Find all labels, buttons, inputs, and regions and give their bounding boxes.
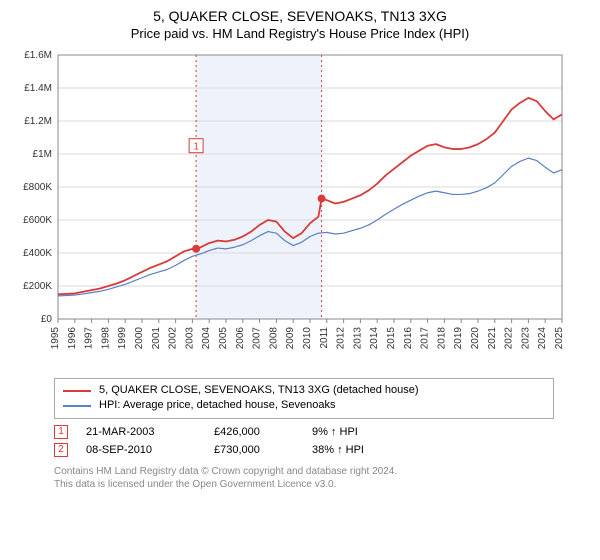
svg-text:2000: 2000	[134, 327, 145, 350]
chart-title-address: 5, QUAKER CLOSE, SEVENOAKS, TN13 3XG	[12, 8, 588, 24]
svg-text:1998: 1998	[100, 327, 111, 350]
svg-text:1997: 1997	[84, 327, 95, 350]
svg-text:2016: 2016	[403, 327, 414, 350]
svg-text:2021: 2021	[487, 327, 498, 350]
svg-text:2015: 2015	[386, 327, 397, 350]
sale-marker-number: 2	[54, 443, 68, 457]
svg-text:£1.2M: £1.2M	[24, 116, 52, 127]
sale-price: £426,000	[214, 426, 294, 438]
footer-attribution: Contains HM Land Registry data © Crown c…	[54, 465, 588, 491]
svg-text:2007: 2007	[252, 327, 263, 350]
svg-text:2023: 2023	[520, 327, 531, 350]
chart-header: 5, QUAKER CLOSE, SEVENOAKS, TN13 3XG Pri…	[12, 8, 588, 41]
svg-text:2025: 2025	[554, 327, 565, 350]
svg-text:2004: 2004	[201, 327, 212, 350]
legend-label: HPI: Average price, detached house, Seve…	[99, 398, 335, 413]
legend-swatch	[63, 405, 91, 407]
chart-title-subtitle: Price paid vs. HM Land Registry's House …	[12, 26, 588, 41]
sale-price: £730,000	[214, 444, 294, 456]
price-chart: £0 £200K £400K £600K £800K £1M £1.2M £1.4M £1.6M…	[12, 47, 588, 372]
sale-marker-number: 1	[54, 425, 68, 439]
svg-text:£800K: £800K	[23, 182, 52, 193]
svg-text:2024: 2024	[537, 327, 548, 350]
svg-text:2020: 2020	[470, 327, 481, 350]
svg-text:£1M: £1M	[33, 149, 52, 160]
svg-text:£1.4M: £1.4M	[24, 83, 52, 94]
svg-text:2005: 2005	[218, 327, 229, 350]
legend-item: 5, QUAKER CLOSE, SEVENOAKS, TN13 3XG (de…	[63, 383, 545, 398]
sale-row: 2 08-SEP-2010 £730,000 38% ↑ HPI	[54, 441, 588, 459]
svg-text:2017: 2017	[420, 327, 431, 350]
footer-line2: This data is licensed under the Open Gov…	[54, 478, 588, 491]
sale-date: 08-SEP-2010	[86, 444, 196, 456]
svg-text:2014: 2014	[369, 327, 380, 350]
svg-text:2008: 2008	[268, 327, 279, 350]
svg-text:2002: 2002	[168, 327, 179, 350]
svg-text:£1.6M: £1.6M	[24, 50, 52, 61]
svg-text:1996: 1996	[67, 327, 78, 350]
sale-hpi-diff: 9% ↑ HPI	[312, 426, 412, 438]
svg-text:2013: 2013	[352, 327, 363, 350]
legend-label: 5, QUAKER CLOSE, SEVENOAKS, TN13 3XG (de…	[99, 383, 419, 398]
svg-text:1: 1	[193, 142, 199, 153]
svg-text:1999: 1999	[117, 327, 128, 350]
svg-text:2012: 2012	[336, 327, 347, 350]
svg-text:2018: 2018	[436, 327, 447, 350]
svg-text:£200K: £200K	[23, 281, 52, 292]
svg-text:2006: 2006	[235, 327, 246, 350]
footer-line1: Contains HM Land Registry data © Crown c…	[54, 465, 588, 478]
svg-text:2011: 2011	[319, 327, 330, 349]
sale-hpi-diff: 38% ↑ HPI	[312, 444, 412, 456]
svg-text:2001: 2001	[151, 327, 162, 350]
svg-text:£400K: £400K	[23, 248, 52, 259]
svg-text:£0: £0	[41, 314, 53, 325]
sale-row: 1 21-MAR-2003 £426,000 9% ↑ HPI	[54, 423, 588, 441]
svg-text:2010: 2010	[302, 327, 313, 350]
legend: 5, QUAKER CLOSE, SEVENOAKS, TN13 3XG (de…	[54, 378, 554, 419]
legend-item: HPI: Average price, detached house, Seve…	[63, 398, 545, 413]
svg-text:£600K: £600K	[23, 215, 52, 226]
sale-date: 21-MAR-2003	[86, 426, 196, 438]
sales-list: 1 21-MAR-2003 £426,000 9% ↑ HPI 2 08-SEP-2010…	[54, 423, 588, 459]
svg-text:2009: 2009	[285, 327, 296, 350]
svg-text:1995: 1995	[50, 327, 61, 350]
legend-swatch	[63, 390, 91, 392]
svg-text:2003: 2003	[184, 327, 195, 350]
svg-text:2022: 2022	[504, 327, 515, 350]
svg-text:2019: 2019	[453, 327, 464, 350]
